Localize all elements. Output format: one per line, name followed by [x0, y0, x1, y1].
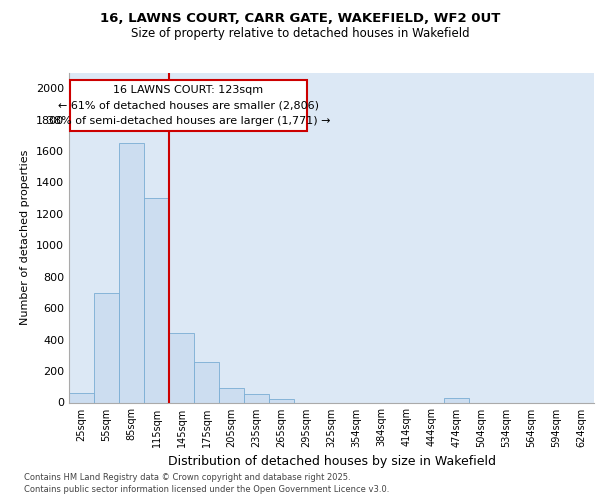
- X-axis label: Distribution of detached houses by size in Wakefield: Distribution of detached houses by size …: [167, 455, 496, 468]
- Bar: [194, 362, 219, 403]
- Bar: [169, 334, 194, 402]
- Text: Size of property relative to detached houses in Wakefield: Size of property relative to detached ho…: [131, 28, 469, 40]
- Text: Contains HM Land Registry data © Crown copyright and database right 2025.: Contains HM Land Registry data © Crown c…: [24, 472, 350, 482]
- Bar: [269, 398, 294, 402]
- Bar: [94, 292, 119, 403]
- Text: 16, LAWNS COURT, CARR GATE, WAKEFIELD, WF2 0UT: 16, LAWNS COURT, CARR GATE, WAKEFIELD, W…: [100, 12, 500, 26]
- Bar: [444, 398, 469, 402]
- Bar: [69, 393, 94, 402]
- Y-axis label: Number of detached properties: Number of detached properties: [20, 150, 31, 325]
- Text: ← 61% of detached houses are smaller (2,806): ← 61% of detached houses are smaller (2,…: [58, 101, 319, 111]
- Bar: [144, 198, 169, 402]
- Bar: [219, 388, 244, 402]
- Text: 38% of semi-detached houses are larger (1,771) →: 38% of semi-detached houses are larger (…: [47, 116, 330, 126]
- Bar: [119, 143, 144, 403]
- Text: Contains public sector information licensed under the Open Government Licence v3: Contains public sector information licen…: [24, 485, 389, 494]
- Bar: [244, 394, 269, 402]
- Bar: [70, 80, 307, 130]
- Text: 16 LAWNS COURT: 123sqm: 16 LAWNS COURT: 123sqm: [113, 85, 263, 95]
